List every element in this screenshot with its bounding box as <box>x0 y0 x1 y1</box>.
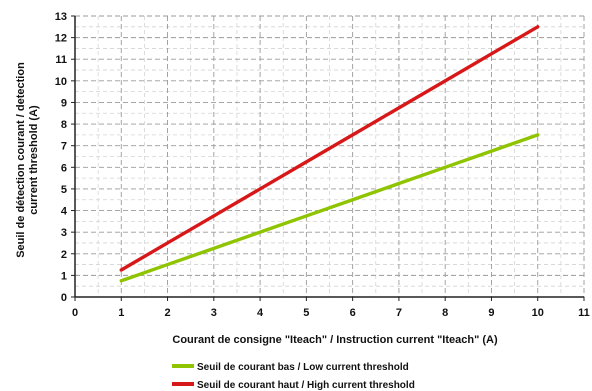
y-tick-label: 13 <box>55 11 67 23</box>
x-tick-label: 2 <box>164 307 170 319</box>
x-tick-label: 4 <box>257 307 264 319</box>
y-tick-label: 3 <box>61 227 67 239</box>
x-tick-label: 10 <box>532 307 544 319</box>
y-tick-label: 1 <box>61 270 67 282</box>
y-tick-label: 12 <box>55 33 67 45</box>
y-tick-label: 5 <box>61 184 67 196</box>
y-tick-label: 6 <box>61 162 67 174</box>
x-tick-label: 8 <box>442 307 448 319</box>
y-tick-label: 4 <box>61 206 68 218</box>
y-tick-label: 7 <box>61 141 67 153</box>
y-tick-label: 11 <box>55 54 67 66</box>
legend-label-low: Seuil de courant bas / Low current thres… <box>197 362 409 373</box>
x-tick-label: 7 <box>396 307 402 319</box>
axes <box>71 15 585 301</box>
y-axis-title-line-1: Seuil de détection courant / detection <box>15 62 27 258</box>
series-line-high-threshold <box>119 25 540 272</box>
x-tick-label: 1 <box>118 307 124 319</box>
y-axis-title-line-2: current threshold (A) <box>28 105 40 215</box>
series-line-low-threshold <box>119 133 540 283</box>
y-axis-title: Seuil de détection courant / detection c… <box>15 62 40 258</box>
x-tick-label: 3 <box>211 307 217 319</box>
legend-label-high: Seuil de courant haut / High current thr… <box>197 380 415 391</box>
y-tick-label: 8 <box>61 119 67 131</box>
x-tick-label: 9 <box>488 307 494 319</box>
y-tick-label: 0 <box>61 292 67 304</box>
grid <box>75 15 585 297</box>
legend: Seuil de courant bas / Low current thres… <box>172 362 415 391</box>
x-tick-label: 5 <box>303 307 309 319</box>
x-tick-label: 11 <box>578 307 590 319</box>
x-axis-title: Courant de consigne "Iteach" / Instructi… <box>172 334 498 346</box>
y-tick-label: 9 <box>61 97 67 109</box>
series-lines <box>119 25 540 283</box>
x-tick-label: 6 <box>350 307 356 319</box>
y-tick-label: 10 <box>55 76 67 88</box>
x-tick-label: 0 <box>72 307 78 319</box>
y-tick-label: 2 <box>61 249 67 261</box>
